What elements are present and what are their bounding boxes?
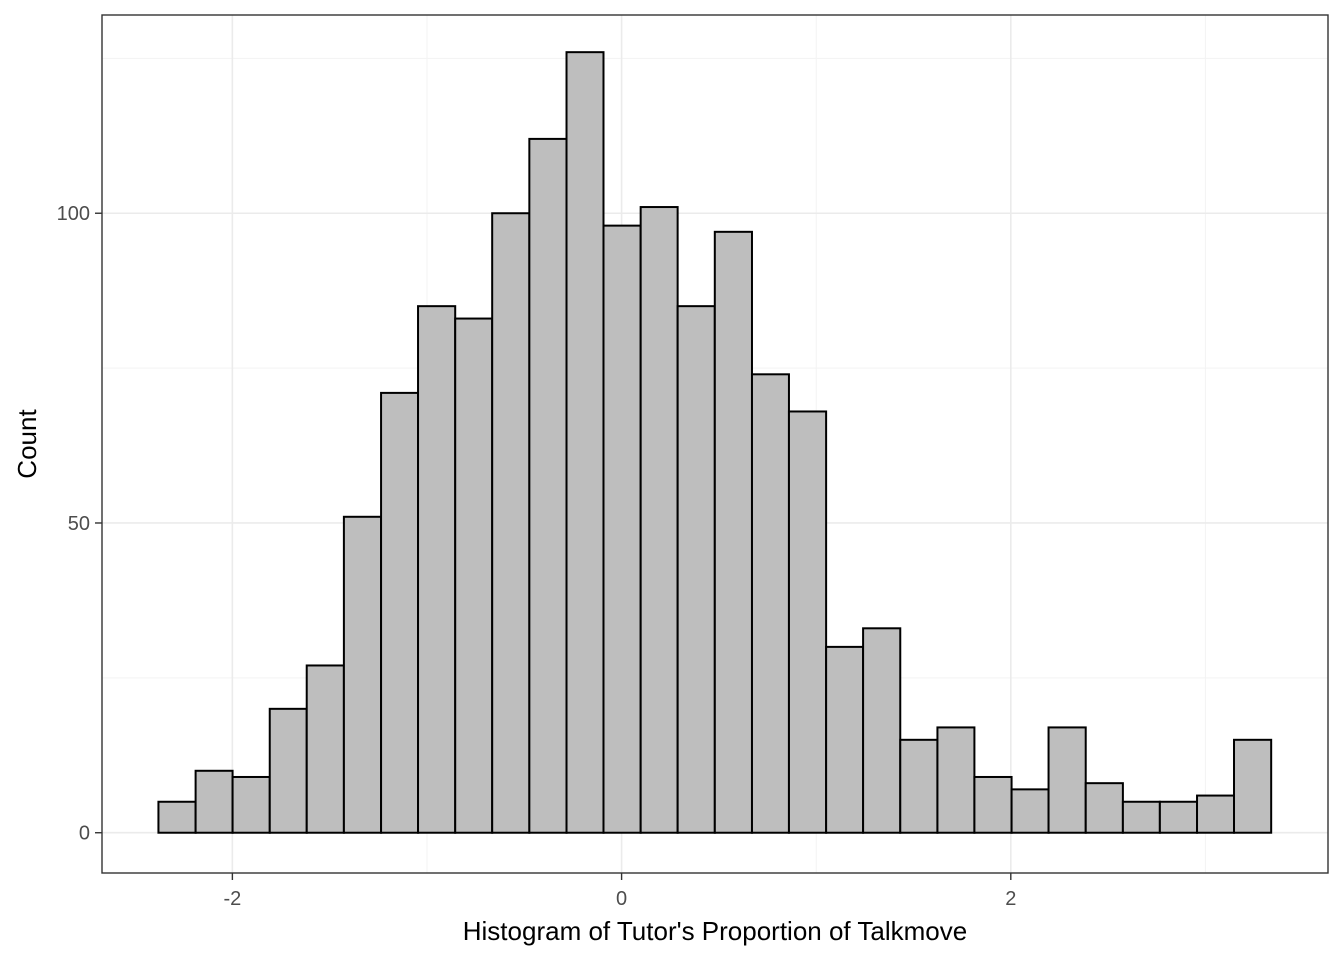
histogram-bar	[602, 224, 642, 834]
histogram-bar	[417, 305, 457, 834]
histogram-bar	[268, 707, 308, 834]
x-tick-label: 2	[1005, 888, 1016, 910]
y-axis: 0 50 100	[57, 203, 102, 845]
x-axis-title: Histogram of Tutor's Proportion of Talkm…	[463, 916, 967, 946]
histogram-bar	[713, 230, 753, 834]
histogram-bar	[676, 305, 716, 834]
y-tick-label: 50	[68, 513, 90, 535]
histogram-bars	[157, 51, 1273, 834]
histogram-bar	[1047, 726, 1087, 834]
panel-border	[101, 14, 1329, 874]
y-tick-label: 100	[57, 203, 90, 225]
histogram-bar	[305, 664, 345, 834]
histogram-bar	[1010, 788, 1050, 834]
y-tick-label: 0	[79, 823, 90, 845]
histogram-bar	[342, 515, 383, 834]
histogram-bar	[936, 726, 976, 834]
y-axis-title: Count	[12, 409, 42, 479]
histogram-bar	[1121, 800, 1161, 834]
histogram-bar	[825, 645, 865, 834]
histogram-bar	[565, 51, 605, 834]
histogram-bar	[1084, 782, 1124, 834]
histogram-bar	[1196, 794, 1236, 834]
histogram-bar	[231, 775, 271, 834]
histogram-bar	[157, 800, 197, 834]
histogram-bar	[899, 738, 939, 834]
histogram-bar	[491, 212, 531, 834]
histogram-bar	[1233, 738, 1273, 834]
histogram-bar	[194, 769, 234, 834]
histogram-bar	[862, 627, 902, 834]
histogram-bar	[639, 206, 679, 834]
x-tick-label: 0	[616, 888, 627, 910]
histogram-bar	[750, 373, 790, 834]
histogram-bar	[973, 775, 1013, 834]
x-axis: -2 0 2	[223, 873, 1016, 910]
histogram-bar	[380, 391, 420, 834]
histogram-bar	[454, 317, 494, 834]
x-tick-label: -2	[223, 888, 241, 910]
histogram-bar	[528, 137, 568, 834]
histogram-bar	[787, 410, 828, 834]
histogram-bar	[1158, 800, 1199, 834]
